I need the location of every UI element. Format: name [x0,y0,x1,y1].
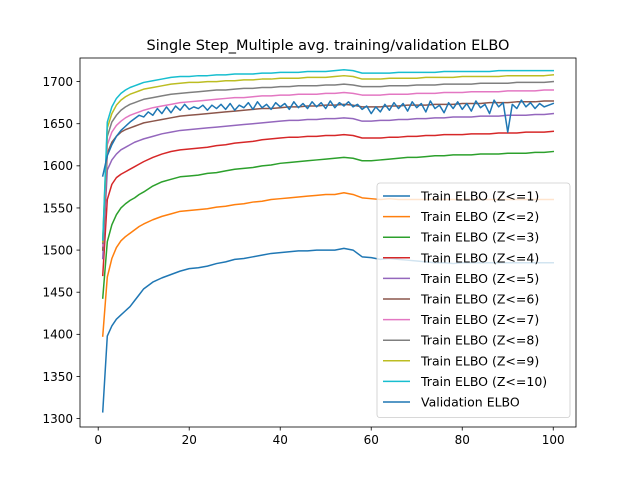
y-tick-label: 1700 [42,75,73,89]
axes: 0 20 40 60 80 100 1300 1350 1400 1450 1500 1550 1600… [42,57,577,447]
legend-label-4: Train ELBO (Z<=4) [420,250,539,265]
y-tick-label: 1650 [42,117,73,131]
y-tick-label: 1500 [42,243,73,257]
x-tick-label: 100 [542,433,565,447]
legend-label-6: Train ELBO (Z<=6) [420,292,539,307]
legend-label-5: Train ELBO (Z<=5) [420,271,539,286]
series-line-11 [101,99,555,177]
series-line-8 [101,80,555,245]
series-line-4 [101,130,555,277]
legend-label-10: Train ELBO (Z<=10) [420,374,547,389]
x-tick-label: 60 [364,433,379,447]
x-tick-label: 0 [94,433,102,447]
y-tick-label: 1600 [42,159,73,173]
y-tick-label: 1400 [42,328,73,342]
legend-label-11: Validation ELBO [421,395,520,410]
x-tick-label: 80 [455,433,470,447]
legend-label-3: Train ELBO (Z<=3) [420,230,539,245]
series-line-7 [101,89,554,247]
x-tick-label: 20 [182,433,197,447]
y-tick-label: 1550 [42,201,73,215]
x-tick-label: 40 [273,433,288,447]
legend-label-7: Train ELBO (Z<=7) [420,312,539,327]
legend: Train ELBO (Z<=1) Train ELBO (Z<=2) Train … [376,182,571,419]
y-tick-label: 1450 [42,286,73,300]
y-tick-label: 1350 [42,370,73,384]
axes-frame [79,57,577,428]
series-lines [101,69,555,413]
legend-label-8: Train ELBO (Z<=8) [420,333,539,348]
plot-area [101,69,555,413]
legend-box [376,182,571,419]
legend-label-1: Train ELBO (Z<=1) [420,189,539,204]
series-line-10 [101,69,554,241]
series-line-9 [101,74,555,243]
legend-label-9: Train ELBO (Z<=9) [420,353,539,368]
y-tick-label: 1300 [42,412,73,426]
series-line-6 [101,100,554,251]
legend-label-2: Train ELBO (Z<=2) [420,209,539,224]
series-line-3 [101,150,555,299]
series-line-5 [101,112,555,260]
chart-title: Single Step_Multiple avg. training/valid… [147,38,510,54]
